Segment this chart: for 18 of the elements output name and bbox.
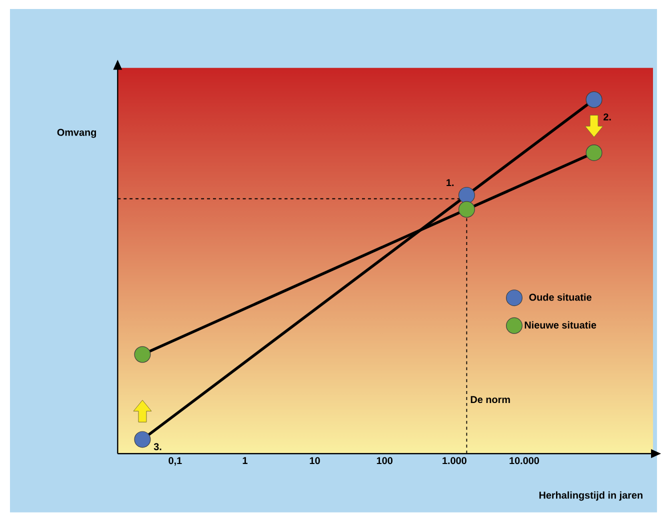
legend-label: Oude situatie [529,293,592,301]
x-tick-label: 0,1 [168,456,182,466]
annotation: 2. [604,113,611,120]
annotation: 1. [446,178,454,186]
x-tick-label: 10.000 [510,456,540,464]
y-axis-title: Omvang [57,128,96,138]
ref-line-label: De norm [470,396,510,403]
point [134,430,151,448]
point [586,91,602,108]
x-tick-label: 10 [310,456,320,464]
point [586,144,602,161]
annotation: 3. [154,442,162,450]
x-tick-label: 1 [242,456,248,464]
x-tick-label: 100 [376,456,392,464]
x-tick-label: 1.000 [442,456,466,464]
legend-label: Nieuwe situatie [524,321,596,328]
x-axis-title: Herhalingstijd in jaren [539,491,642,500]
point [134,346,151,363]
